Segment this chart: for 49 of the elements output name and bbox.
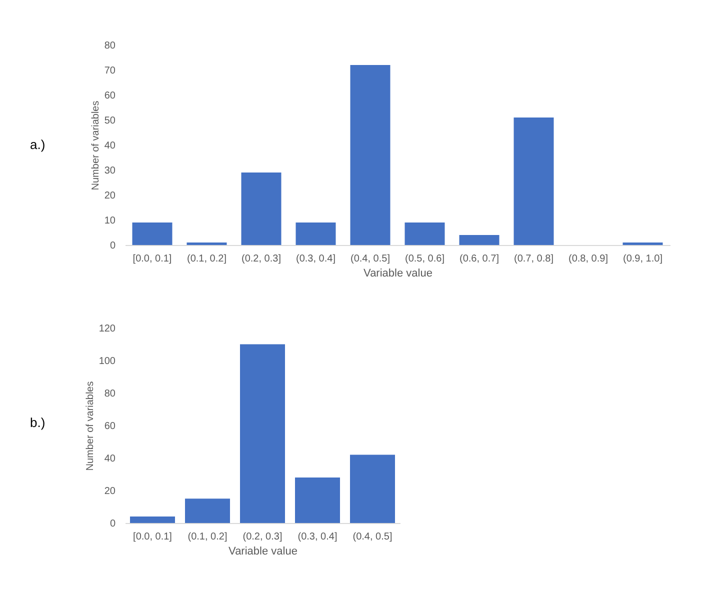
y-tick-label: 70 [104,66,116,76]
bar [132,222,172,245]
y-tick-label: 50 [104,116,116,126]
y-tick-label: 120 [98,324,116,334]
x-tick-label: (0.2, 0.3] [242,532,282,542]
bar [404,222,445,245]
y-tick-label: 30 [104,166,116,176]
text: b.) [30,415,46,430]
x-tick-label: (0.3, 0.4] [296,254,336,264]
y-tick-label: 40 [104,454,116,464]
x-tick-label: (0.7, 0.8] [514,254,554,264]
bar [295,478,340,523]
x-tick-label: (0.8, 0.9] [568,254,608,264]
y-tick-label: 20 [104,190,116,202]
y-tick-label: 0 [110,518,116,530]
bar [350,65,390,245]
y-tick-label: 100 [98,356,116,367]
x-tick-label: [0.0, 0.1] [133,532,172,542]
x-tick-label: (0.1, 0.2] [188,532,228,542]
y-axis-title: Number of variables [90,100,102,190]
y-tick-label: 0 [110,240,116,252]
x-tick-label: (0.9, 1.0] [623,254,663,264]
x-tick-label: (0.4, 0.5] [350,254,390,264]
y-tick-label: 80 [104,388,116,400]
x-tick-label: (0.1, 0.2] [187,254,227,264]
y-tick-label: 80 [104,40,116,52]
x-tick-label: (0.4, 0.5] [352,532,392,542]
bar [514,118,554,245]
y-tick-label: 60 [104,90,116,102]
y-tick-label: 20 [104,486,116,497]
bar [350,454,395,523]
bar [185,498,230,523]
y-tick-label: 40 [104,140,116,152]
y-axis-title: Number of variables [84,381,96,471]
x-axis-title: Variable value [364,268,432,280]
x-tick-label: [0.0, 0.1] [132,254,172,264]
x-tick-label: (0.5, 0.6] [405,254,445,264]
text: a.) [30,137,46,152]
bar [130,516,175,523]
y-tick-label: 60 [104,421,116,432]
y-tick-label: 10 [104,216,116,226]
x-tick-label: (0.6, 0.7] [460,254,500,264]
x-axis-title: Variable value [228,546,298,558]
bar [241,172,282,245]
bar [296,222,336,245]
x-tick-label: (0.2, 0.3] [242,254,282,264]
bar [240,344,285,523]
bar [459,235,500,245]
x-tick-label: (0.3, 0.4] [298,532,338,542]
